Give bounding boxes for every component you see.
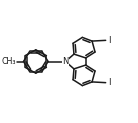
Text: I: I xyxy=(108,36,111,45)
Text: N: N xyxy=(62,57,69,66)
Text: I: I xyxy=(108,78,111,87)
Text: CH₃: CH₃ xyxy=(1,57,16,66)
